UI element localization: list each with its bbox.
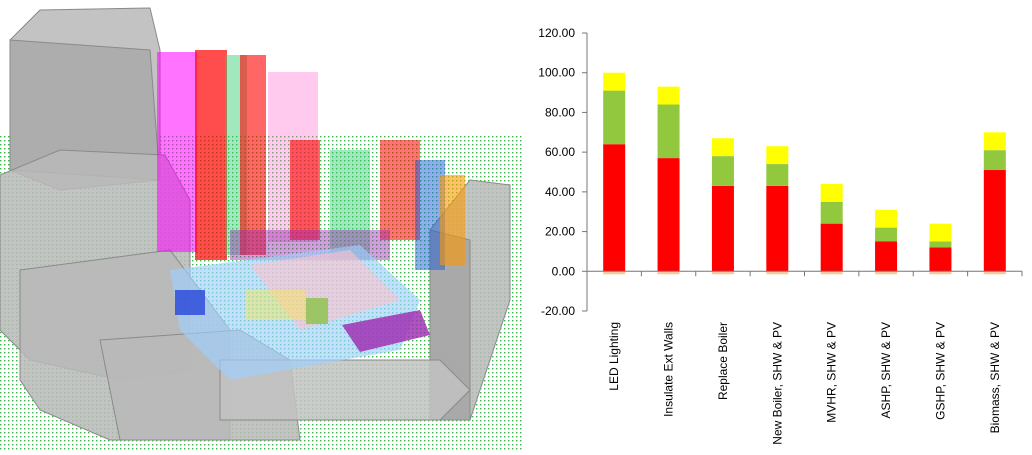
bar-segment-1 (657, 158, 680, 272)
bar-baseline-segment (766, 271, 789, 275)
x-tick-label: ASHP, SHW & PV (879, 322, 893, 418)
bar-segment-1 (983, 170, 1006, 272)
bar-baseline-segment (929, 271, 952, 275)
analysis-zones (157, 50, 465, 380)
chart-panel: 120.00 100.00 80.00 60.00 40.00 20.00 0.00 -20.… (522, 0, 1032, 450)
y-axis-tick-labels: 120.00 100.00 80.00 60.00 40.00 20.00 0.00 -20.… (538, 26, 575, 318)
bar-segment-2 (766, 164, 789, 186)
bar-segment-1 (603, 144, 626, 272)
axes (582, 32, 1023, 312)
zone-red-tower-2 (240, 55, 266, 255)
stacked-bar-chart: 120.00 100.00 80.00 60.00 40.00 20.00 0.00 -20.… (538, 26, 1023, 445)
bar-segment-3 (929, 223, 952, 242)
zone-pink-courtyard (250, 250, 400, 330)
bar-segment-2 (875, 227, 898, 242)
x-tick-label: Replace Boiler (716, 322, 730, 400)
bar-baseline-segment (657, 271, 680, 275)
y-tick-label: -20.00 (541, 304, 575, 318)
zone-red-mid (290, 140, 320, 240)
bar-baseline-segment (820, 271, 843, 275)
front-lower (219, 359, 471, 421)
y-tick-label: 40.00 (545, 185, 575, 199)
bar-baseline-segment (983, 271, 1006, 275)
zone-green-mid (330, 150, 370, 260)
y-tick-label: 0.00 (552, 264, 576, 278)
building-model-render (0, 7, 522, 450)
bar-segment-1 (711, 185, 734, 272)
bars (603, 72, 1006, 275)
y-tick-label: 100.00 (538, 66, 575, 80)
zone-red-tower (195, 50, 227, 260)
zone-purple-boxes (342, 310, 430, 352)
bar-segment-1 (820, 223, 843, 272)
zone-blue-block (175, 290, 205, 315)
x-tick-label: Biomass, SHW & PV (988, 322, 1002, 433)
bar-segment-1 (875, 241, 898, 272)
zone-orange-stack (440, 175, 465, 265)
x-tick-label: MVHR, SHW & PV (825, 322, 839, 423)
bar-baseline-segment (711, 271, 734, 275)
bar-segment-3 (820, 183, 843, 202)
y-tick-label: 80.00 (545, 105, 575, 119)
x-tick-label: GSHP, SHW & PV (933, 322, 947, 420)
x-tick-label: New Boiler, SHW & PV (770, 322, 784, 445)
zone-magenta-tower (157, 52, 197, 252)
bar-segment-3 (875, 209, 898, 228)
zone-yellow-pale (245, 290, 305, 320)
bar-segment-3 (657, 86, 680, 105)
bar-segment-2 (983, 150, 1006, 171)
bar-segment-3 (983, 132, 1006, 151)
x-axis-tick-labels: LED Lighting Insulate Ext Walls Replace Bo… (607, 322, 1002, 445)
x-tick-label: Insulate Ext Walls (662, 322, 676, 417)
bar-segment-2 (711, 156, 734, 186)
y-tick-label: 20.00 (545, 225, 575, 239)
x-tick-label: LED Lighting (607, 322, 621, 391)
building-model-view (0, 7, 522, 450)
bar-segment-1 (929, 247, 952, 272)
bar-segment-2 (603, 90, 626, 145)
bar-segment-3 (766, 146, 789, 165)
zone-red-right (380, 140, 420, 240)
bar-segment-2 (657, 104, 680, 159)
y-tick-label: 120.00 (538, 26, 575, 40)
context-buildings (0, 7, 511, 441)
y-tick-label: 60.00 (545, 145, 575, 159)
bar-baseline-segment (875, 271, 898, 275)
bar-baseline-segment (603, 271, 626, 275)
bar-segment-1 (766, 185, 789, 272)
bar-segment-2 (820, 201, 843, 224)
zone-olive-cube (306, 298, 328, 324)
bar-segment-2 (929, 241, 952, 248)
bar-segment-3 (603, 72, 626, 91)
bar-segment-3 (711, 138, 734, 157)
